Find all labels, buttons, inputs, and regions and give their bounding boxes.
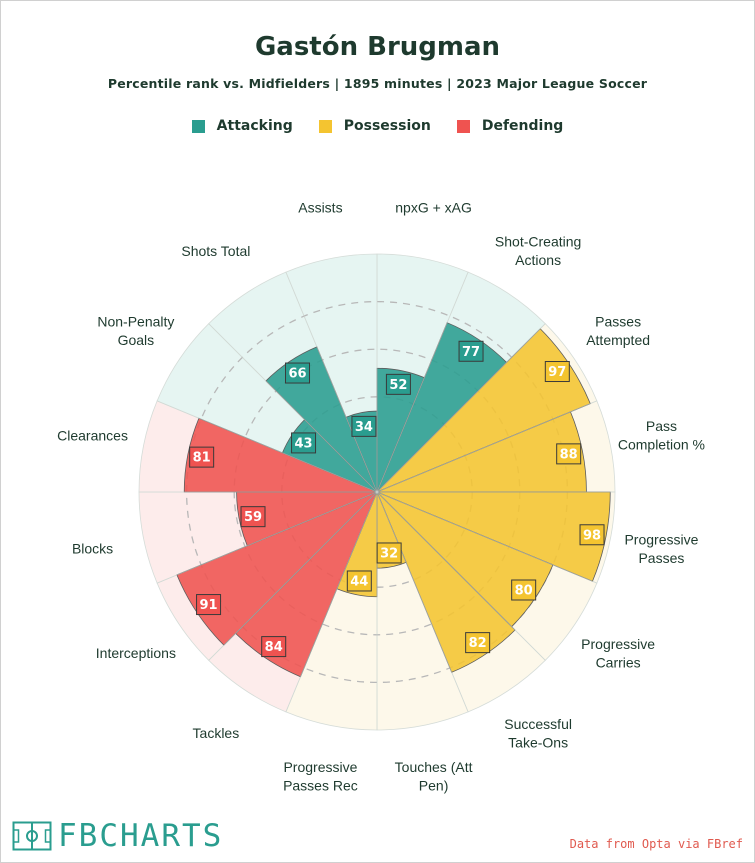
value-label-passes-attempted: 97 [548,365,566,380]
value-label-progressive-passes-rec: 44 [350,574,368,589]
spoke-6 [376,491,598,584]
fbcharts-logo: FBCHARTS [12,818,223,854]
spoke-16 [285,271,378,493]
spoke-11 [208,491,378,661]
legend-item-attacking: Attacking [191,118,293,134]
spoke-8 [376,491,469,713]
spoke-14 [156,400,378,493]
category-label-tackles: Tackles [193,725,240,741]
pitch-icon [12,821,52,851]
value-box-passes-attempted [544,361,570,383]
category-label-progressive-passes: Progressive Passes [624,531,698,566]
legend-swatch-possession [318,119,332,133]
value-label-interceptions: 91 [200,598,218,613]
legend: Attacking Possession Defending [0,118,755,134]
category-label-touches-att-pen: Touches (Att Pen) [395,759,473,794]
legend-label-possession: Possession [343,118,431,134]
category-label-shots-total: Shots Total [181,243,250,259]
spoke-10 [285,491,378,713]
spoke-3 [376,323,546,493]
value-label-assists: 34 [355,420,373,435]
value-label-shot-creating-actions: 77 [462,345,480,360]
chart-title: Gastón Brugman [254,32,501,62]
value-label-npxg-xag: 52 [389,378,407,393]
value-box-touches-att-pen [376,542,402,564]
legend-label-defending: Defending [481,118,564,134]
value-label-blocks: 59 [244,510,262,525]
value-box-shot-creating-actions [458,340,484,362]
value-box-shots-total [285,362,311,384]
source-note: Data from Opta via FBref [569,837,743,851]
category-label-successful-take-ons: Successful Take-Ons [504,716,572,751]
chart-subtitle: Percentile rank vs. Midfielders | 1895 m… [107,76,648,91]
value-label-touches-att-pen: 32 [380,546,398,561]
value-box-blocks [240,506,266,528]
category-label-passes-attempted: Passes Attempted [586,314,650,349]
value-box-clearances [189,446,215,468]
value-box-interceptions [196,594,222,616]
value-box-assists [351,415,377,437]
value-box-npxg-xag [385,373,411,395]
value-label-tackles: 84 [265,640,283,655]
value-box-non-penalty-goals [291,432,317,454]
category-label-progressive-carries: Progressive Carries [581,636,655,671]
category-label-pass-completion: Pass Completion % [618,418,705,453]
spoke-12 [156,491,378,584]
category-label-assists: Assists [298,200,342,216]
value-box-progressive-passes [579,524,605,546]
logo-text: FBCHARTS [58,818,224,854]
category-label-progressive-passes-rec: Progressive Passes Rec [283,759,358,794]
category-label-interceptions: Interceptions [96,645,176,661]
category-label-non-penalty-goals: Non-Penalty Goals [97,314,174,349]
legend-label-attacking: Attacking [216,118,293,134]
spoke-2 [376,271,469,493]
category-label-shot-creating-actions: Shot-Creating Actions [495,234,581,269]
spoke-7 [376,491,546,661]
value-label-clearances: 81 [193,451,211,466]
value-label-successful-take-ons: 82 [469,636,487,651]
spoke-15 [208,323,378,493]
category-label-npxg-xag: npxG + xAG [395,200,472,216]
value-label-non-penalty-goals: 43 [295,436,313,451]
value-label-progressive-carries: 80 [515,584,533,599]
legend-swatch-attacking [191,119,205,133]
value-box-tackles [261,636,287,658]
category-label-clearances: Clearances [57,427,128,443]
value-label-pass-completion: 88 [560,447,578,462]
value-label-shots-total: 66 [288,367,306,382]
spoke-4 [376,400,598,493]
legend-item-defending: Defending [456,118,564,134]
legend-swatch-defending [456,119,470,133]
value-box-successful-take-ons [465,632,491,654]
category-label-blocks: Blocks [72,541,113,557]
legend-item-possession: Possession [318,118,431,134]
value-box-progressive-passes-rec [346,570,372,592]
value-box-progressive-carries [511,579,537,601]
value-label-progressive-passes: 98 [583,528,601,543]
value-box-pass-completion [556,443,582,465]
